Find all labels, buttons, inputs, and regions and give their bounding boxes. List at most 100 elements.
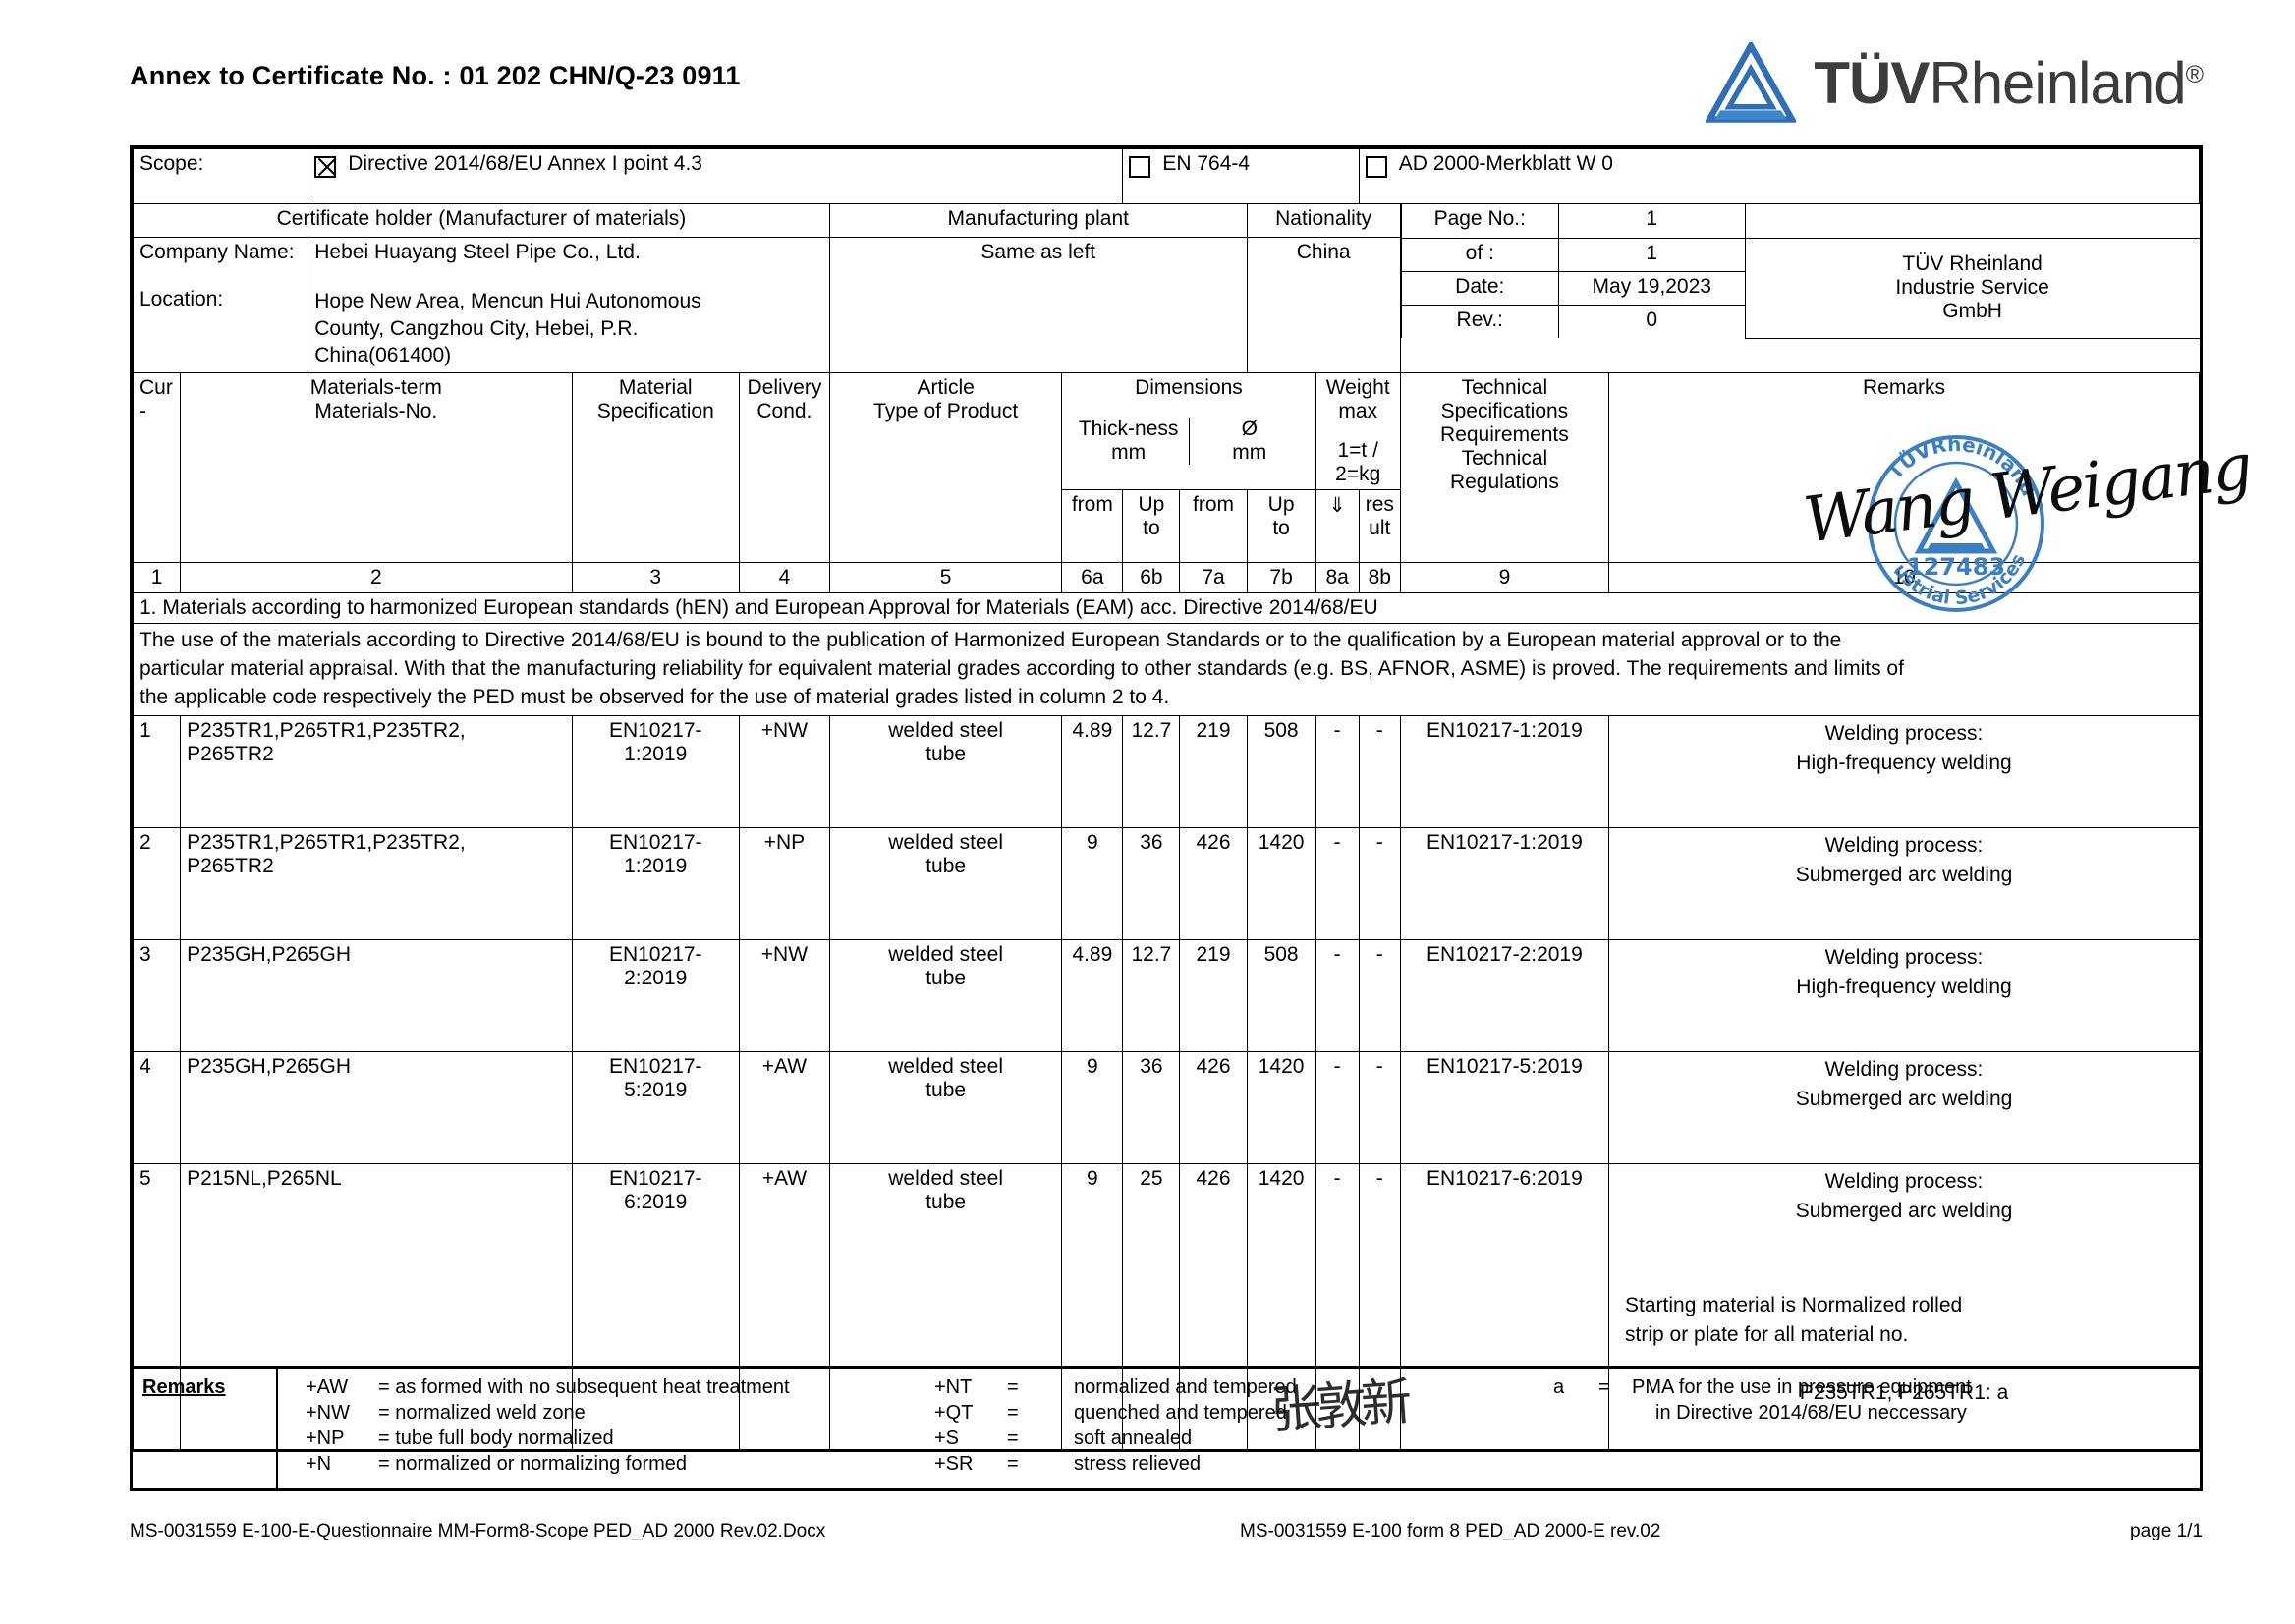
row-1-weight-a: - — [1315, 715, 1360, 829]
scope-label: Scope: — [132, 148, 309, 204]
legend-c1-def-3: = normalized or normalizing formed — [378, 1453, 688, 1475]
sub-dia-from: from — [1179, 489, 1248, 564]
col-technical-line3: Requirements — [1440, 423, 1569, 447]
row-1-materials: P235TR1,P265TR1,P235TR2, P265TR2 — [180, 715, 573, 829]
row-4-weight-a: - — [1315, 1051, 1360, 1165]
col-technical-line1: Technical — [1461, 376, 1548, 400]
page-title: Annex to Certificate No. : 01 202 CHN/Q-… — [130, 61, 741, 90]
issuer-name: TÜV Rheinland Industrie Service GmbH — [1744, 237, 2200, 339]
date-label: Date: — [1400, 270, 1559, 306]
of-label: of : — [1400, 237, 1559, 272]
col-remarks-label: Remarks — [1863, 376, 1946, 400]
col-weight-line1: Weight — [1325, 376, 1390, 400]
sub-thk-to: to — [1143, 517, 1160, 540]
row-1-thk-to: 12.7 — [1122, 715, 1181, 829]
row-4-remarks: Welding process: Submerged arc welding — [1608, 1051, 2200, 1165]
row-2-weight-b: - — [1358, 827, 1401, 941]
row-4-technical: EN10217-5:2019 — [1399, 1051, 1610, 1165]
manufacturing-plant-value: Same as left — [828, 236, 1248, 374]
rev-label: Rev.: — [1400, 304, 1559, 338]
colnum-5: 5 — [828, 562, 1063, 594]
issuer-line-2: Industrie Service — [1895, 276, 2049, 299]
tuv-triangle-icon — [1706, 41, 1797, 123]
scope-checkbox-ad2000[interactable] — [1365, 156, 1387, 178]
scope-option-en764-label: EN 764-4 — [1162, 152, 1251, 175]
colnum-10: 10 — [1608, 562, 2200, 594]
col-material-spec-line2: Specification — [596, 400, 714, 423]
row-5-weight-a: - — [1315, 1163, 1360, 1449]
col-materials-term: Materials-term — [309, 376, 442, 400]
disclaimer-line-1: The use of the materials according to Di… — [140, 629, 1842, 652]
row-2-thk-to: 36 — [1122, 827, 1181, 941]
row-3-weight-a: - — [1315, 939, 1360, 1053]
colnum-7a: 7a — [1179, 562, 1248, 594]
row-3-delivery: +NW — [738, 939, 830, 1053]
col-cur-header: Cur - — [132, 372, 182, 564]
registered-icon: ® — [2185, 60, 2204, 88]
scope-option-ad2000[interactable]: AD 2000-Merkblatt W 0 — [1358, 148, 2201, 204]
row-5-specification: EN10217-6:2019 — [571, 1163, 740, 1449]
col-delivery-line2: Cond. — [756, 400, 812, 423]
row-1-specification: EN10217-1:2019 — [571, 715, 740, 829]
sub-dia-up: Up — [1267, 493, 1295, 517]
row-4-no: 4 — [132, 1051, 182, 1165]
row-5-materials: P215NL,P265NL — [180, 1163, 573, 1449]
scope-checkbox-en764[interactable] — [1129, 156, 1151, 178]
row-3-dia-to: 508 — [1246, 939, 1316, 1053]
logo-tuv: TÜV — [1814, 49, 1930, 116]
col-diameter-line1: Ø — [1241, 418, 1258, 441]
col-weight-line3: 1=t / — [1337, 439, 1378, 463]
col-dimensions-header: Dimensions Thick-ness mm Ø mm — [1061, 372, 1316, 490]
row-5-dia-from: 426 — [1179, 1163, 1248, 1449]
colnum-7b: 7b — [1246, 562, 1316, 594]
sub-weight-res: res — [1365, 493, 1394, 517]
scope-checkbox-directive[interactable] — [314, 156, 337, 178]
document-header: Annex to Certificate No. : 01 202 CHN/Q-… — [130, 31, 2204, 140]
row-2-dia-to: 1420 — [1246, 827, 1316, 941]
row-3-materials: P235GH,P265GH — [180, 939, 573, 1053]
col-diameter-line2: mm — [1232, 441, 1267, 465]
col-thickness-line2: mm — [1111, 441, 1147, 465]
legend-c2-eq-2: = — [1007, 1428, 1019, 1449]
col-weight-line4: 2=kg — [1335, 463, 1381, 486]
row-4-dia-from: 426 — [1179, 1051, 1248, 1165]
row-3-thk-to: 12.7 — [1122, 939, 1181, 1053]
sub-thk-upto: Up to — [1122, 489, 1181, 564]
row-1-article-line2: tube — [925, 743, 967, 766]
starting-material-line2: strip or plate for all material no. — [1625, 1322, 1909, 1346]
footer-left: MS-0031559 E-100-E-Questionnaire MM-Form… — [130, 1521, 826, 1541]
sub-thk-from: from — [1061, 489, 1124, 564]
sub-dia-upto: Up to — [1246, 489, 1316, 564]
col-weight-line2: max — [1338, 400, 1378, 423]
row-5-weight-b: - — [1358, 1163, 1401, 1449]
scope-option-en764[interactable]: EN 764-4 — [1122, 148, 1360, 204]
colnum-1: 1 — [132, 562, 182, 594]
colnum-3: 3 — [571, 562, 740, 594]
location-label: Location: — [140, 288, 224, 310]
row-4-delivery: +AW — [738, 1051, 830, 1165]
date-row: Date: May 19,2023 — [1400, 270, 2199, 306]
row-5-article: welded steel tube — [828, 1163, 1063, 1449]
row-2-weight-a: - — [1315, 827, 1360, 941]
legend-c3-def-1: in Directive 2014/68/EU neccessary — [1655, 1402, 1967, 1424]
colnum-2: 2 — [180, 562, 573, 594]
scope-option-directive[interactable]: Directive 2014/68/EU Annex I point 4.3 — [308, 148, 1124, 204]
disclaimer-row: The use of the materials according to Di… — [133, 623, 2200, 717]
col-article-header: Article Type of Product — [828, 372, 1063, 564]
manufacturing-plant-header: Manufacturing plant — [828, 203, 1248, 238]
col-delivery-header: Delivery Cond. — [738, 372, 830, 564]
location-line-3: China(061400) — [314, 344, 452, 367]
rev-value: 0 — [1557, 304, 1746, 338]
row-4-thk-to: 36 — [1122, 1051, 1181, 1165]
row-5-materials-line1: P215NL,P265NL — [187, 1167, 342, 1191]
row-1-technical: EN10217-1:2019 — [1399, 715, 1610, 829]
holder-values: Hebei Huayang Steel Pipe Co., Ltd. Hope … — [308, 236, 830, 374]
col-thickness-line1: Thick-ness — [1078, 418, 1179, 441]
certificate-table: Scope: Directive 2014/68/EU Annex I poin… — [132, 148, 2201, 1449]
legend-c1-key-3: +N — [306, 1453, 332, 1475]
row-3-technical: EN10217-2:2019 — [1399, 939, 1610, 1053]
colnum-9: 9 — [1399, 562, 1610, 594]
row-2-specification: EN10217-1:2019 — [571, 827, 740, 941]
column-number-row: 1 2 3 4 5 6a 6b 7a 7b 8a 8b 9 10 — [132, 562, 2200, 594]
